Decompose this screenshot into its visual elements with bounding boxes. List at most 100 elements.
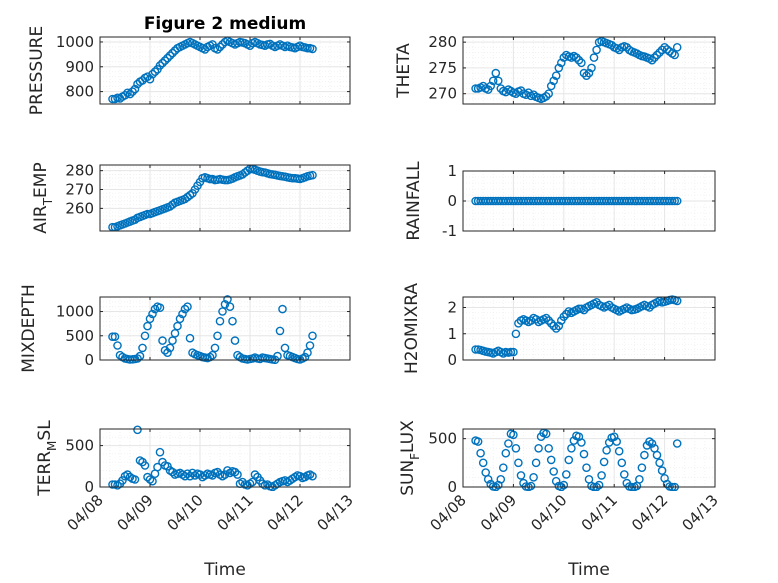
data-point [562,309,571,319]
axes-box [462,428,716,488]
data-point [180,304,190,314]
data-point [478,458,488,468]
data-point [133,425,142,435]
data-point [551,71,561,80]
data-point [133,354,142,363]
data-point [308,331,317,341]
data-point [567,443,576,453]
data-point [308,471,317,481]
data-point [531,458,541,468]
data-point [584,68,594,78]
data-point [652,450,662,460]
data-point [557,58,566,68]
data-point [652,50,662,60]
data-point [582,463,591,473]
y-tick-label: 0 [84,478,94,496]
data-point [672,439,682,448]
data-point [660,43,669,52]
data-point [541,429,551,439]
data-point [577,58,586,68]
data-point [168,336,177,345]
y-tick-label: 270 [65,181,94,199]
y-tick-label: 500 [65,327,94,345]
data-point [163,53,172,63]
y-tick-label: -1 [442,222,457,240]
data-point [110,332,120,342]
data-point [587,63,596,73]
data-point [620,470,629,479]
data-point [551,476,561,486]
data-point [498,463,508,473]
data-point [155,447,165,457]
data-point [148,69,157,79]
axes-theta: 270 275 280 THETA [394,33,716,105]
data-point [544,316,554,325]
data-point [305,341,315,350]
data-point [640,450,649,460]
data-point [544,89,554,98]
series-rainfall [471,196,682,206]
data-point [158,336,167,345]
x-axis-label: Time [567,560,610,580]
data-point [614,446,624,456]
data-point [278,304,287,314]
y-tick-label: 500 [65,437,94,455]
data-point [173,321,182,331]
data-point [491,68,501,78]
data-point [230,467,240,477]
data-point [514,458,523,468]
data-point [612,437,622,446]
data-point [647,439,657,448]
data-point [130,84,140,94]
axes-box [99,36,351,105]
data-point [617,458,627,468]
axes-box [99,164,351,232]
data-point [506,347,516,357]
data-point [582,71,591,80]
data-point [546,318,556,328]
data-point [597,471,606,480]
data-point [220,470,230,479]
data-point [647,55,657,65]
data-point [551,324,561,333]
y-axis-label: THETA [394,43,414,99]
data-point [471,84,480,93]
data-point [250,470,260,479]
y-tick-label: 2 [447,299,457,317]
data-point [577,438,586,447]
data-point [483,474,493,484]
data-point [125,89,135,99]
data-point [308,170,317,180]
series-theta [471,36,682,104]
y-axis-label: PRESSURE [27,26,47,115]
data-point [589,53,599,62]
y-tick-label: 0 [447,351,457,369]
data-point [145,74,155,84]
data-point [160,345,170,355]
data-point [554,63,564,73]
data-point [218,307,227,316]
data-point [300,352,310,362]
data-point [163,348,172,358]
series-mixdepth [108,295,317,364]
data-point [609,432,619,442]
y-axis-label: RAINFALL [404,161,424,241]
data-point [148,476,157,486]
y-tick-label: 1000 [56,303,94,321]
data-point [486,81,496,91]
data-point [516,471,526,480]
data-point [662,45,672,54]
data-point [308,44,317,54]
data-point [650,53,659,62]
data-point [549,321,559,331]
y-tick-label: 275 [428,59,457,77]
data-point [280,343,290,353]
figure-title: Figure 2 medium [144,14,306,34]
data-point [554,321,564,331]
y-tick-label: 260 [65,199,94,217]
data-point [233,470,242,479]
data-point [213,467,222,477]
data-point [473,437,483,446]
series-air_temp [108,164,317,232]
